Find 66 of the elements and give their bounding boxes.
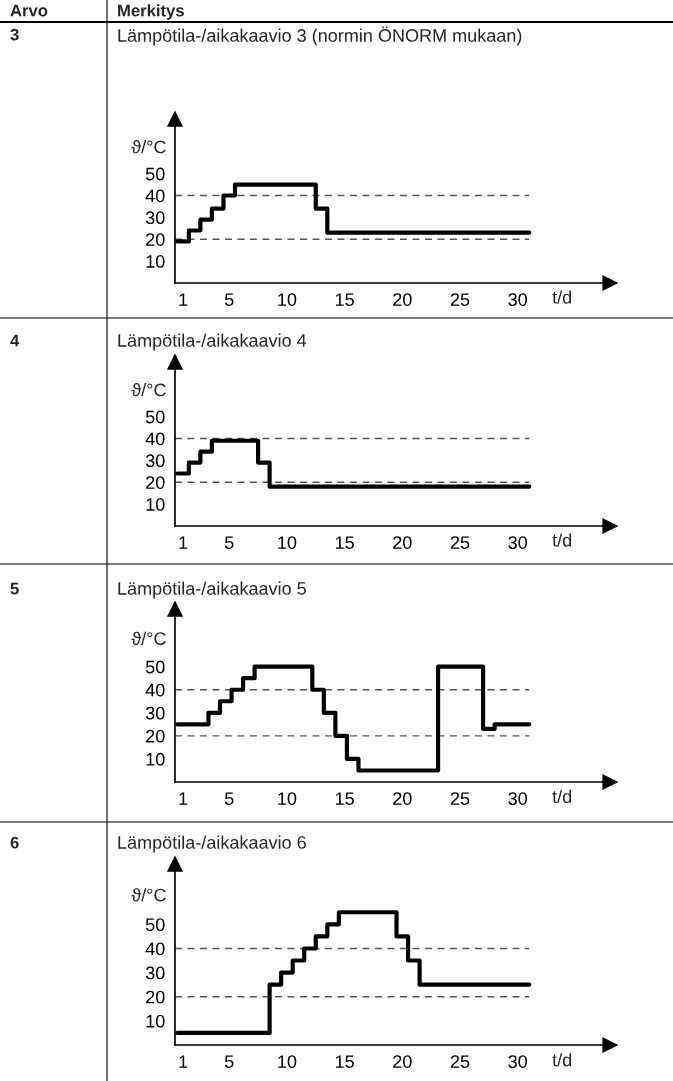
- y-tick-label: 30: [145, 211, 165, 225]
- x-tick-label: 5: [224, 1055, 234, 1068]
- x-tick-label: 15: [335, 792, 354, 805]
- y-tick-label: 30: [145, 454, 165, 468]
- y-tick-label: 20: [146, 990, 165, 1004]
- x-tick-label: 15: [335, 536, 354, 549]
- x-tick-label: 1: [179, 792, 188, 805]
- chart-title: Lämpötila-/aikakaavio 5: [118, 581, 306, 599]
- x-tick-label: 20: [393, 536, 412, 549]
- y-axis-title: ϑ/°C: [131, 631, 166, 645]
- text: Merkitys: [118, 4, 184, 20]
- x-tick-label: 10: [278, 293, 297, 306]
- y-tick-label: 40: [145, 683, 165, 697]
- x-tick-label: 15: [335, 293, 354, 306]
- x-tick-label: 30: [508, 293, 528, 306]
- x-tick-label: 10: [278, 536, 297, 549]
- x-axis-title: t/d: [552, 789, 572, 804]
- chart-title: Lämpötila-/aikakaavio 4: [118, 333, 307, 351]
- y-tick-label: 10: [146, 1014, 165, 1028]
- x-tick-label: 5: [224, 792, 234, 805]
- y-tick-label: 10: [146, 498, 165, 511]
- text: 3: [10, 28, 19, 41]
- x-tick-label: 1: [179, 293, 188, 306]
- text: 5: [10, 582, 19, 595]
- x-tick-label: 1: [179, 536, 188, 549]
- x-tick-label: 25: [450, 293, 470, 306]
- y-tick-label: 40: [145, 432, 165, 446]
- x-tick-label: 5: [224, 293, 234, 306]
- text: 4: [10, 334, 20, 347]
- y-tick-label: 30: [145, 706, 165, 720]
- x-tick-label: 10: [278, 792, 297, 805]
- y-axis-title: ϑ/°C: [131, 383, 166, 397]
- x-tick-label: 20: [393, 293, 412, 306]
- x-tick-label: 30: [508, 536, 528, 549]
- text: 6: [10, 836, 19, 849]
- x-tick-label: 30: [508, 1055, 528, 1068]
- chart-title: Lämpötila-/aikakaavio 6: [118, 835, 306, 853]
- y-tick-label: 10: [146, 752, 165, 766]
- y-axis-title: ϑ/°C: [131, 140, 166, 154]
- y-tick-label: 50: [145, 410, 165, 424]
- y-tick-label: 40: [145, 942, 165, 956]
- y-axis-title: ϑ/°C: [131, 888, 166, 902]
- x-axis-title: t/d: [552, 533, 572, 547]
- x-tick-label: 15: [335, 1055, 354, 1068]
- x-tick-label: 20: [393, 792, 412, 805]
- x-tick-label: 20: [393, 1055, 412, 1068]
- y-tick-label: 30: [145, 966, 165, 980]
- y-tick-label: 20: [146, 729, 165, 743]
- chart-title: Lämpötila-/aikakaavio 3 (normin ÖNORM mukaan): [118, 26, 522, 46]
- y-tick-label: 50: [145, 660, 165, 674]
- y-tick-label: 40: [145, 189, 165, 203]
- x-tick-label: 25: [450, 792, 470, 805]
- text: Arvo: [10, 4, 48, 17]
- y-tick-label: 50: [145, 918, 165, 932]
- x-tick-label: 1: [179, 1055, 188, 1068]
- y-tick-label: 20: [146, 233, 165, 246]
- x-tick-label: 30: [508, 792, 528, 805]
- y-tick-label: 10: [146, 255, 165, 268]
- x-tick-label: 25: [450, 536, 470, 549]
- y-tick-label: 50: [145, 167, 165, 181]
- x-axis-title: t/d: [552, 290, 572, 304]
- x-tick-label: 5: [224, 536, 234, 549]
- x-axis-title: t/d: [552, 1053, 572, 1067]
- y-tick-label: 20: [146, 476, 165, 489]
- x-tick-label: 10: [278, 1055, 297, 1068]
- x-tick-label: 25: [450, 1055, 470, 1068]
